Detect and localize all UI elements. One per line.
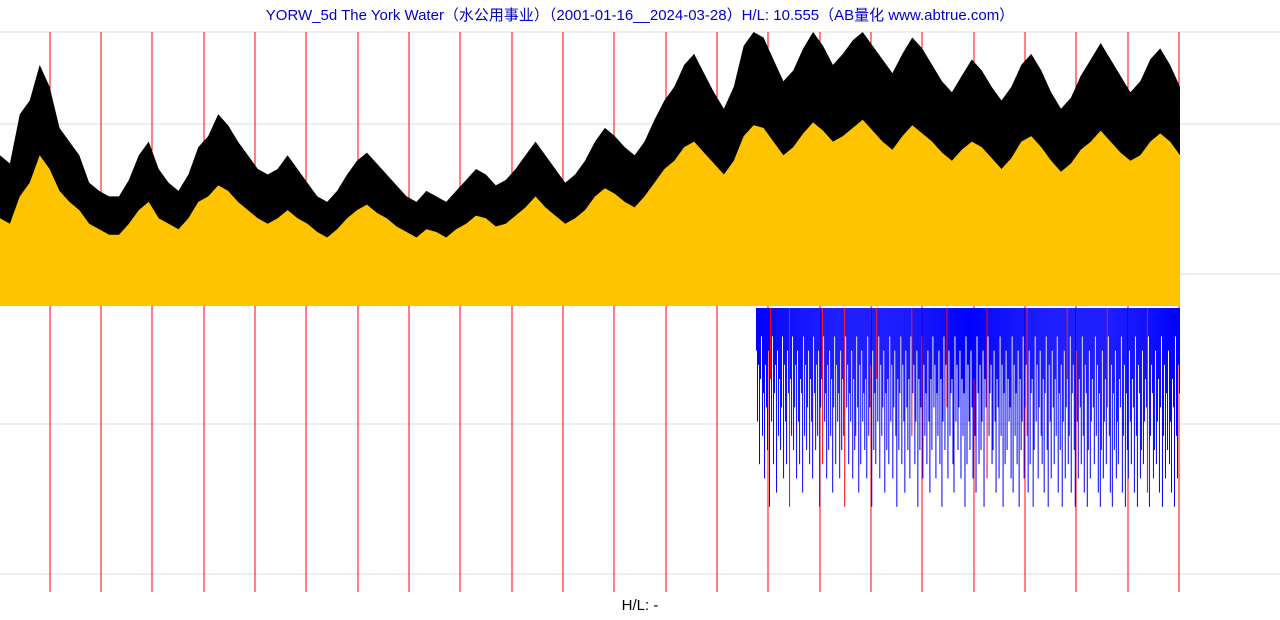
chart-container: [0, 24, 1280, 594]
price-chart: [0, 24, 1280, 594]
chart-title: YORW_5d The York Water（水公用事业）（2001-01-16…: [0, 0, 1280, 24]
footer-label: H/L: -: [0, 594, 1280, 618]
